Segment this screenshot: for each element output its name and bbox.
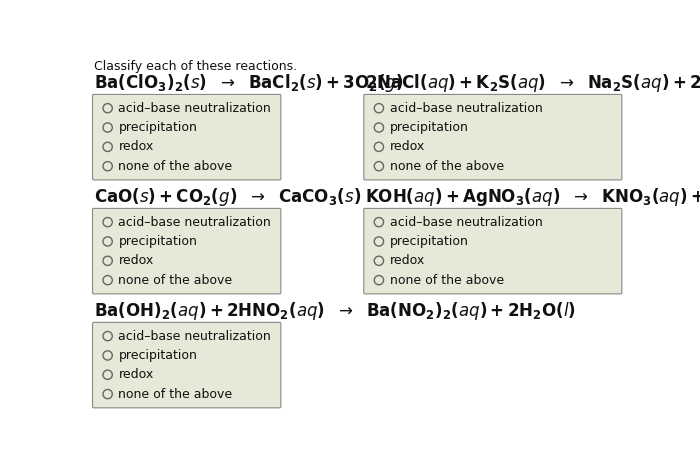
Text: precipitation: precipitation <box>118 235 197 248</box>
Text: precipitation: precipitation <box>390 121 468 134</box>
Text: redox: redox <box>118 140 154 153</box>
Text: none of the above: none of the above <box>118 388 232 400</box>
Text: $\mathbf{KOH(}$$\mathit{aq}$$\mathbf{)+AgNO_3(}$$\mathit{aq}$$\mathbf{)}$  $\rig: $\mathbf{KOH(}$$\mathit{aq}$$\mathbf{)+A… <box>365 187 700 208</box>
Text: none of the above: none of the above <box>390 160 504 173</box>
FancyBboxPatch shape <box>92 322 281 408</box>
Text: acid–base neutralization: acid–base neutralization <box>390 102 542 115</box>
FancyBboxPatch shape <box>92 208 281 294</box>
Text: precipitation: precipitation <box>390 235 468 248</box>
FancyBboxPatch shape <box>364 208 622 294</box>
Text: $\mathbf{Ba(OH)_2(}$$\mathit{aq}$$\mathbf{)+2HNO_2(}$$\mathit{aq}$$\mathbf{)}$  : $\mathbf{Ba(OH)_2(}$$\mathit{aq}$$\mathb… <box>94 300 575 322</box>
Text: none of the above: none of the above <box>390 274 504 287</box>
Text: precipitation: precipitation <box>118 349 197 362</box>
Text: none of the above: none of the above <box>118 160 232 173</box>
Text: redox: redox <box>118 368 154 381</box>
FancyBboxPatch shape <box>364 94 622 180</box>
Text: acid–base neutralization: acid–base neutralization <box>118 216 272 229</box>
Text: acid–base neutralization: acid–base neutralization <box>118 330 272 343</box>
Text: $\mathbf{2NaCl(}$$\mathit{aq}$$\mathbf{)+K_2S(}$$\mathit{aq}$$\mathbf{)}$  $\rig: $\mathbf{2NaCl(}$$\mathit{aq}$$\mathbf{)… <box>365 73 700 94</box>
Text: $\mathbf{CaO(}$$\mathit{s}$$\mathbf{)+CO_2(}$$\mathit{g}$$\mathbf{)}$  $\rightar: $\mathbf{CaO(}$$\mathit{s}$$\mathbf{)+CO… <box>94 187 360 208</box>
Text: precipitation: precipitation <box>118 121 197 134</box>
Text: redox: redox <box>118 254 154 267</box>
Text: redox: redox <box>390 254 425 267</box>
Text: Classify each of these reactions.: Classify each of these reactions. <box>94 60 297 73</box>
Text: $\mathbf{Ba(ClO_3)_2(}$$\mathit{s}$$\mathbf{)}$  $\rightarrow$  $\mathbf{BaCl_2(: $\mathbf{Ba(ClO_3)_2(}$$\mathit{s}$$\mat… <box>94 73 403 94</box>
Text: none of the above: none of the above <box>118 274 232 287</box>
Text: acid–base neutralization: acid–base neutralization <box>390 216 542 229</box>
Text: acid–base neutralization: acid–base neutralization <box>118 102 272 115</box>
Text: redox: redox <box>390 140 425 153</box>
FancyBboxPatch shape <box>92 94 281 180</box>
